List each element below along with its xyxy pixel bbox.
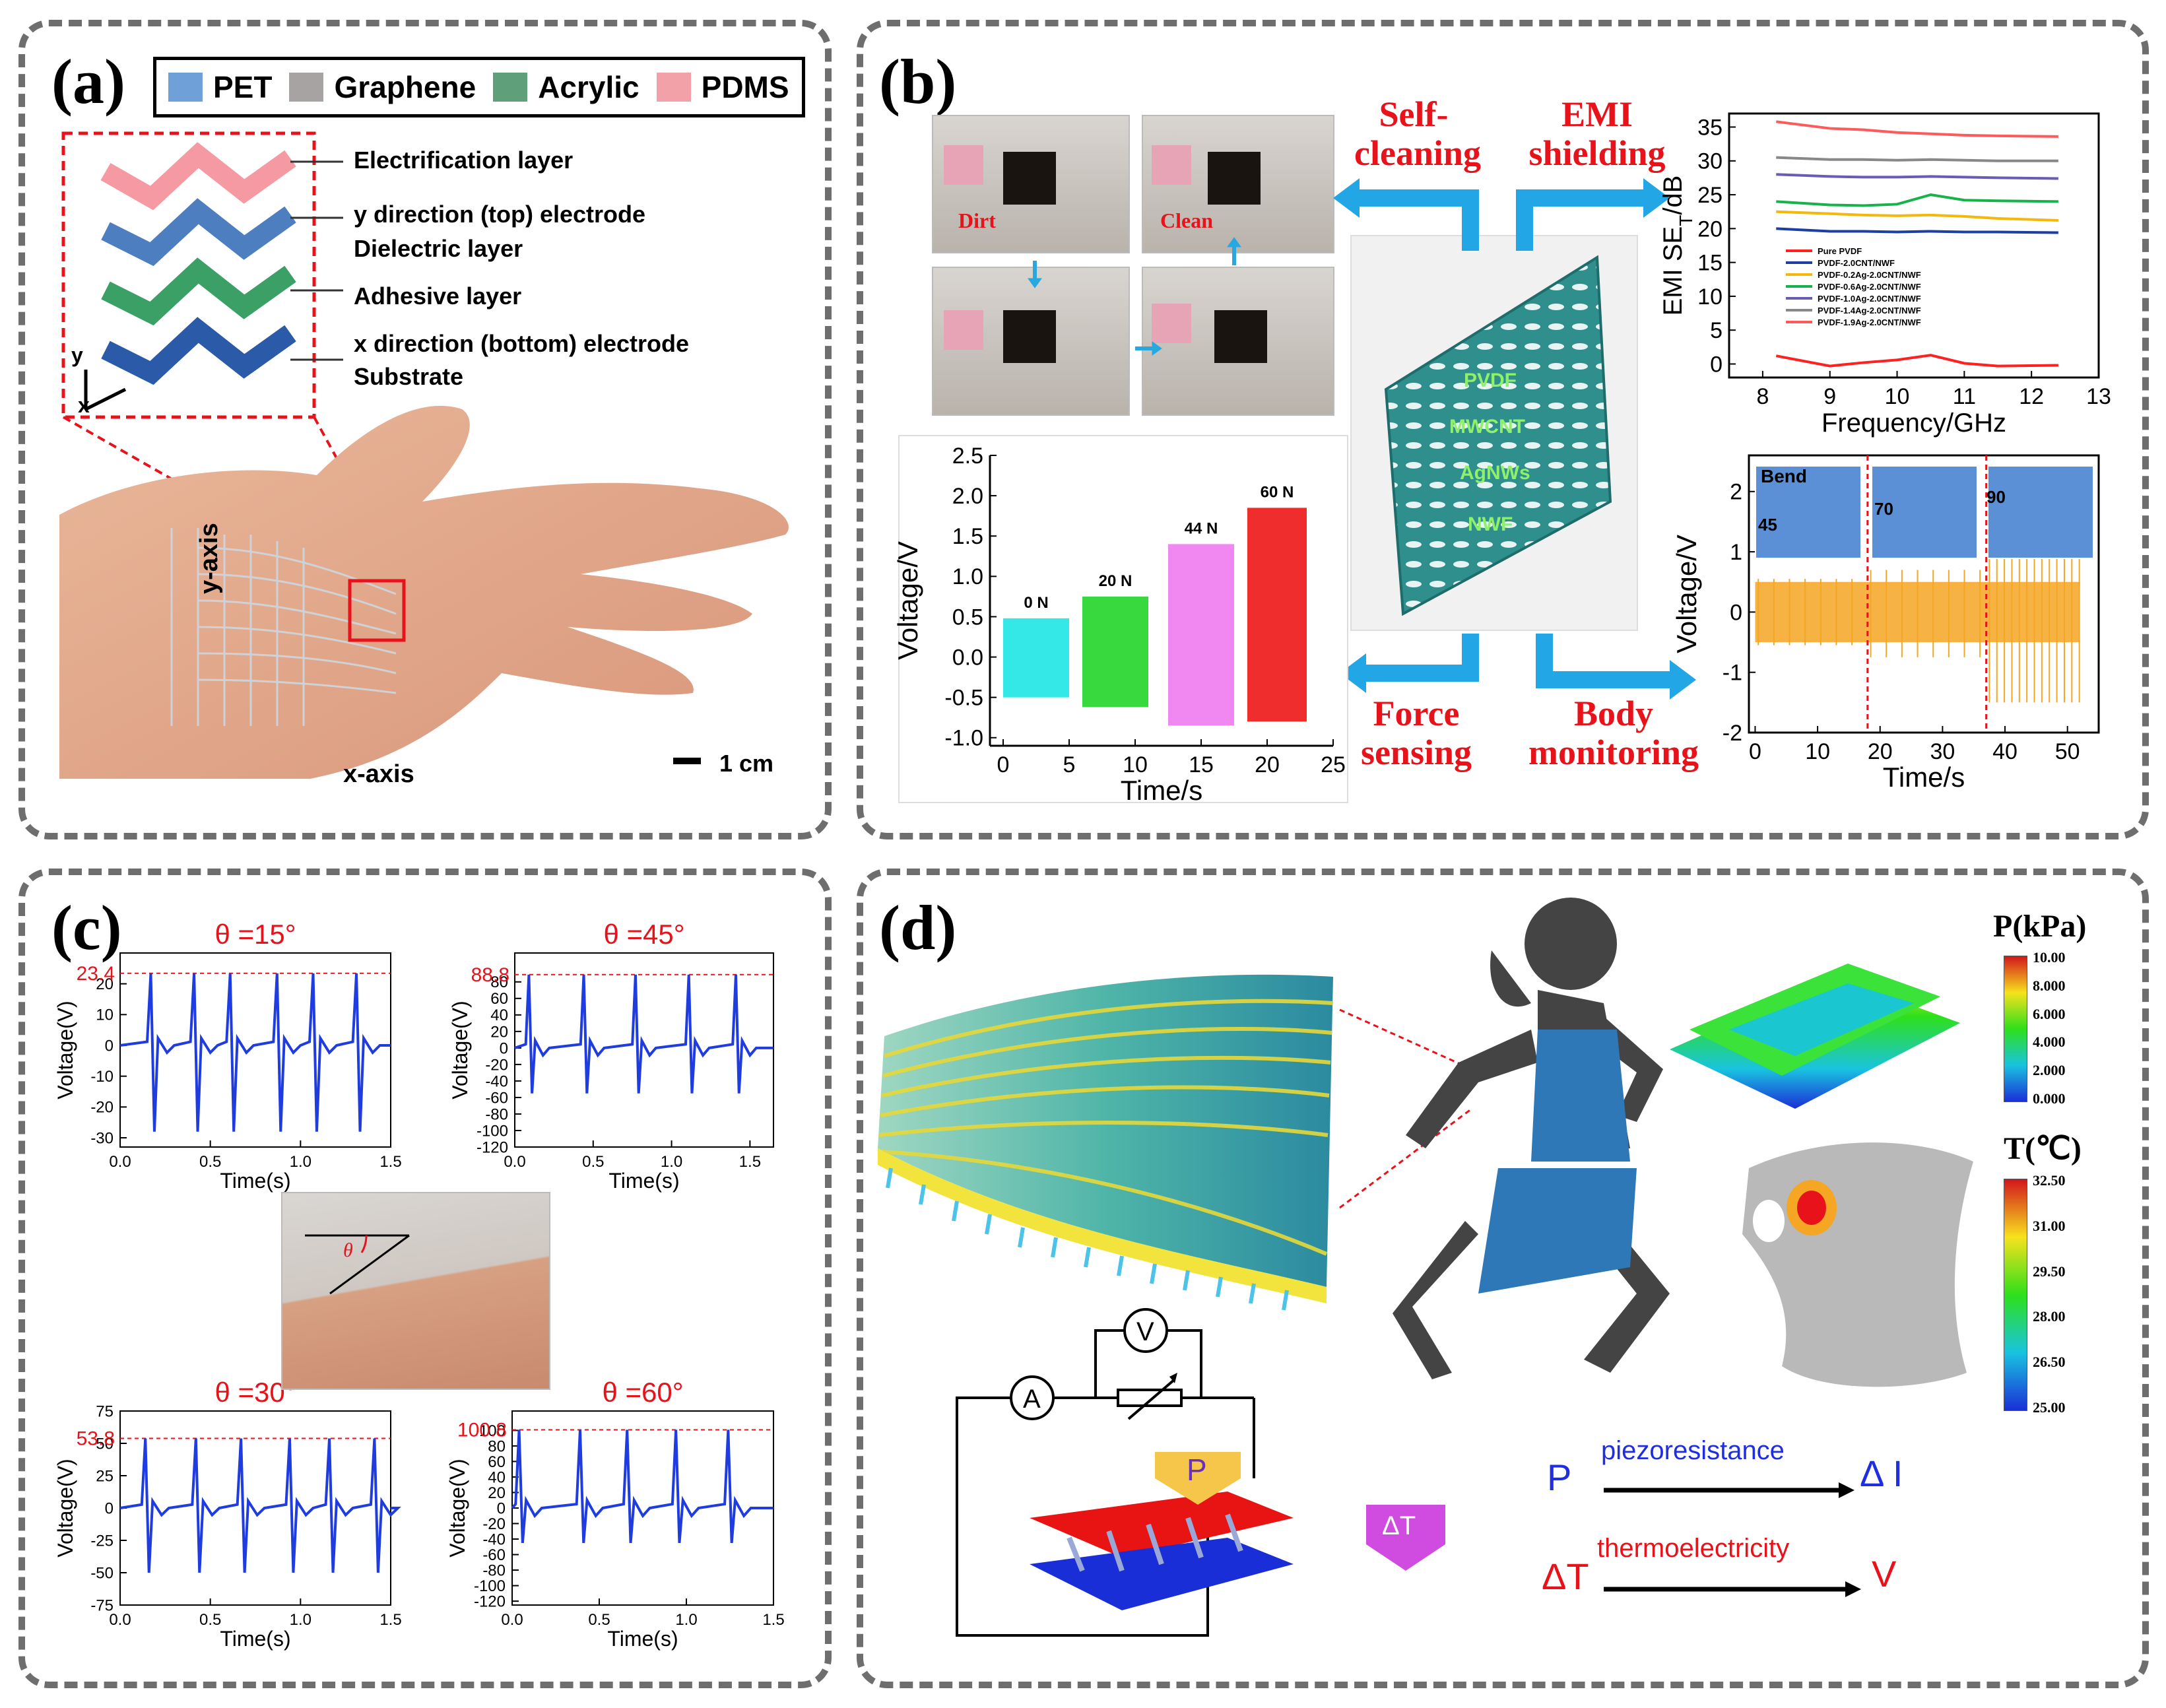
photo-clean-rinse <box>1142 267 1334 416</box>
equation-piezo-output: Δ I <box>1860 1453 1903 1494</box>
temperature-tick: 25.00 <box>2033 1398 2066 1416</box>
legend-swatch <box>168 73 203 102</box>
panel-c <box>18 869 832 1688</box>
emi-shielding-line2: shielding <box>1528 133 1666 174</box>
pressure-tick: 8.000 <box>2033 977 2066 994</box>
layer-label-dielectric: Dielectric layer <box>354 235 523 262</box>
fabric-label-pvdf: PVDF <box>1464 370 1517 391</box>
temperature-tick: 31.00 <box>2033 1217 2066 1234</box>
pressure-tick: 0.000 <box>2033 1090 2066 1107</box>
layer-label-electrification: Electrification layer <box>354 147 574 174</box>
legend-label: Acrylic <box>538 70 640 104</box>
pressure-tick: 6.000 <box>2033 1005 2066 1022</box>
layer-label-substrate: Substrate <box>354 363 464 390</box>
legend-item-acrylic: Acrylic <box>493 69 640 105</box>
temperature-colorbar-title: T(℃) <box>2004 1131 2082 1166</box>
panel-d <box>857 869 2149 1688</box>
self-cleaning-label: Self- cleaning <box>1354 94 1482 174</box>
equation-piezo-process: piezoresistance <box>1601 1436 1785 1465</box>
temperature-colorbar-ticks: 32.50 31.00 29.50 28.00 26.50 25.00 <box>2033 1172 2066 1416</box>
legend-item-pdms: PDMS <box>656 69 789 105</box>
layer-label-x-electrode: x direction (bottom) electrode <box>354 330 690 357</box>
temperature-arrow-label: ΔT <box>1382 1511 1416 1540</box>
emi-shielding-label: EMI shielding <box>1525 94 1670 174</box>
photo-dirt-rinse <box>932 267 1130 416</box>
clean-label: Clean <box>1160 209 1213 232</box>
legend-swatch <box>656 73 691 102</box>
pressure-colorbar-title: P(kPa) <box>1993 909 2087 944</box>
legend-label: Graphene <box>334 70 476 104</box>
temperature-tick: 28.00 <box>2033 1308 2066 1325</box>
legend-swatch <box>289 73 324 102</box>
temperature-tick: 29.50 <box>2033 1263 2066 1280</box>
panel-c-label: (c) <box>51 892 122 963</box>
fabric-label-agnws: AgNWs <box>1460 462 1530 484</box>
wrist-photo <box>281 1192 550 1390</box>
pressure-tick: 10.00 <box>2033 949 2066 966</box>
legend-item-pet: PET <box>168 69 272 105</box>
dirt-label: Dirt <box>958 209 996 232</box>
material-legend: PET Graphene Acrylic PDMS <box>153 57 805 117</box>
legend-label: PET <box>213 70 273 104</box>
axis-y-label: y <box>71 343 83 367</box>
panel-a <box>18 20 832 839</box>
bend-label: Bend <box>1761 466 1807 486</box>
fabric-label-mwcnt: MWCNT <box>1449 416 1525 438</box>
legend-swatch <box>493 73 528 102</box>
circuit-voltmeter: V <box>1136 1317 1154 1346</box>
equation-thermo-input: ΔT <box>1542 1556 1589 1597</box>
layer-label-y-electrode: y direction (top) electrode <box>354 201 646 228</box>
panel-d-label: (d) <box>879 892 957 963</box>
panel-a-label: (a) <box>51 46 125 117</box>
bend-angle-90: 90 <box>1986 487 2006 507</box>
equation-thermo-process: thermoelectricity <box>1597 1534 1790 1563</box>
axis-x-label: x <box>78 393 90 417</box>
temperature-tick: 32.50 <box>2033 1172 2066 1189</box>
equation-thermo-output: V <box>1872 1553 1897 1594</box>
body-monitoring-label: Body monitoring <box>1518 694 1709 773</box>
hand-y-axis-label: y-axis <box>195 523 223 594</box>
hand-x-axis-label: x-axis <box>343 760 414 788</box>
legend-item-graphene: Graphene <box>289 69 476 105</box>
bend-angle-70: 70 <box>1874 499 1893 519</box>
force-sensing-line2: sensing <box>1360 733 1472 773</box>
fabric-label-nwf: NWF <box>1468 513 1513 535</box>
pressure-colorbar <box>2004 956 2027 1102</box>
emi-shielding-line1: EMI <box>1561 94 1633 134</box>
panel-b <box>857 20 2149 839</box>
self-cleaning-line1: Self- <box>1379 94 1449 134</box>
self-cleaning-line2: cleaning <box>1354 133 1482 174</box>
panel-b-label: (b) <box>879 46 957 117</box>
circuit-ammeter: A <box>1023 1385 1041 1414</box>
force-sensing-label: Force sensing <box>1357 694 1476 773</box>
body-monitoring-line2: monitoring <box>1528 733 1699 773</box>
scale-bar-label: 1 cm <box>719 750 774 777</box>
equation-piezo-input: P <box>1547 1457 1572 1498</box>
pressure-tick: 2.000 <box>2033 1062 2066 1079</box>
layer-label-adhesive: Adhesive layer <box>354 282 522 310</box>
wrist-theta-label: θ <box>343 1239 353 1261</box>
temperature-tick: 26.50 <box>2033 1354 2066 1371</box>
pressure-colorbar-ticks: 10.00 8.000 6.000 4.000 2.000 0.000 <box>2033 949 2066 1107</box>
body-monitoring-line1: Body <box>1573 694 1654 733</box>
legend-label: PDMS <box>701 70 789 104</box>
temperature-colorbar <box>2004 1179 2027 1411</box>
pressure-arrow-label: P <box>1187 1453 1207 1487</box>
pressure-tick: 4.000 <box>2033 1034 2066 1051</box>
bend-angle-45: 45 <box>1758 515 1777 535</box>
force-sensing-line1: Force <box>1373 694 1460 733</box>
